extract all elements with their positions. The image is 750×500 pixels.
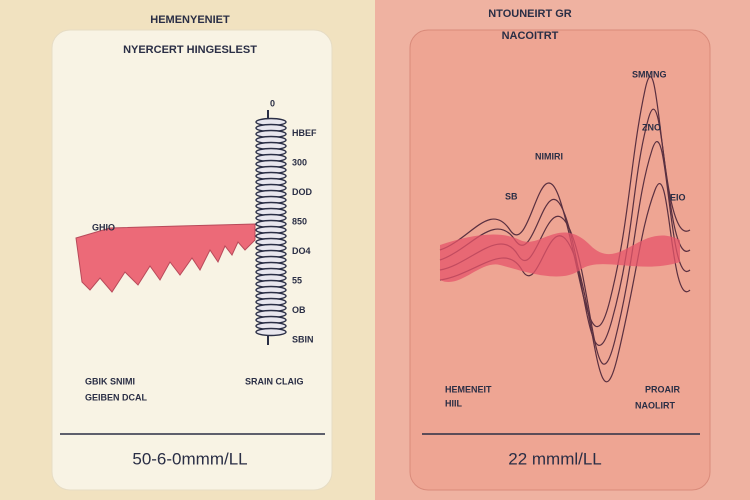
scale-label: SBIN	[292, 334, 314, 344]
wave-label: EIO	[670, 192, 686, 202]
spring-coil	[255, 327, 287, 337]
left-bottom-label: GEIBEN DCAL	[85, 392, 148, 402]
right-bottom-label: HEMENEIT	[445, 384, 492, 394]
wave-label: ZNO	[642, 122, 661, 132]
left-side-label: GHIO	[92, 222, 115, 232]
scale-label: 55	[292, 275, 302, 285]
scale-label: 0	[270, 98, 275, 108]
scale-label: DOD	[292, 187, 313, 197]
spring	[255, 117, 287, 337]
left-heading: HEMENYENIET	[150, 14, 230, 26]
wave-label: SB	[505, 191, 518, 201]
scale-label: 850	[292, 216, 307, 226]
left-reading: 50-6-0mmm/LL	[132, 449, 247, 468]
left-bottom-label: SRAIN CLAIG	[245, 376, 304, 386]
right-bottom-label: PROAIR	[645, 384, 681, 394]
right-card-title: NACOITRT	[502, 30, 559, 42]
scale-label: 300	[292, 157, 307, 167]
right-reading: 22 mmml/LL	[508, 449, 602, 468]
scale-label: HBEF	[292, 128, 317, 138]
scale-labels: 0 HBEF 300 DOD 850 DO4 55 OB SBIN	[270, 98, 317, 344]
scale-label: OB	[292, 305, 306, 315]
wave-label: SMMNG	[632, 69, 667, 79]
wave-label: NIMIRI	[535, 151, 563, 161]
right-bottom-label: NAOLIRT	[635, 400, 675, 410]
right-wave-band	[440, 232, 680, 283]
scale-label: DO4	[292, 246, 311, 256]
left-bottom-label: GBIK SNIMI	[85, 376, 135, 386]
right-bottom-label: HIIL	[445, 398, 463, 408]
left-wave	[75, 223, 256, 293]
right-heading: NTOUNEIRT GR	[488, 8, 572, 20]
left-card-title: NYERCERT HINGESLEST	[123, 44, 257, 56]
wave-line	[439, 76, 691, 328]
